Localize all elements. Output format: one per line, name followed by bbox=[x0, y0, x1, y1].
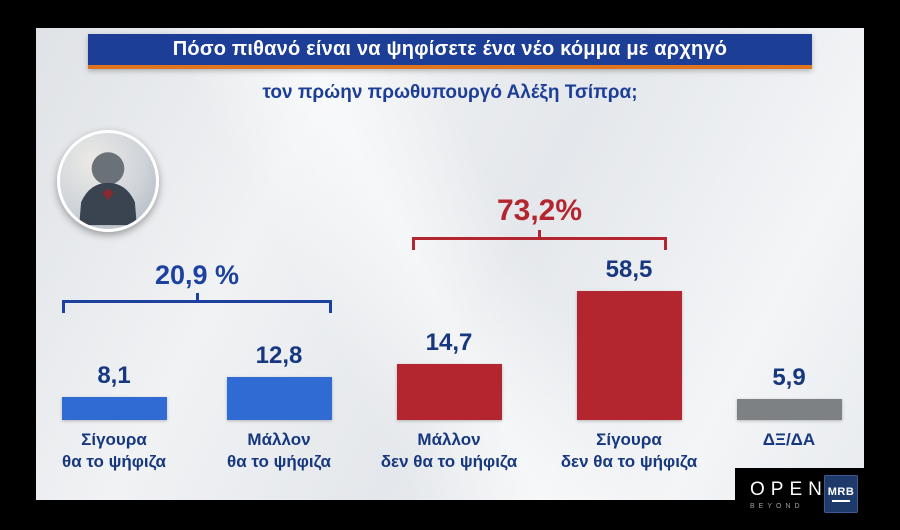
group-unlikely: 73,2% bbox=[412, 194, 667, 252]
category-label-2: Μάλλον θα το ψήφιζα bbox=[194, 429, 364, 473]
bar-value-label: 58,5 bbox=[605, 256, 653, 283]
bar-dxda bbox=[736, 399, 842, 420]
mrb-logo-text: MRB bbox=[827, 486, 855, 498]
page-title: Πόσο πιθανό είναι να ψηφίσετε ένα νέο κό… bbox=[172, 38, 728, 60]
category-label-4: Σίγουρα δεν θα το ψήφιζα bbox=[544, 429, 714, 473]
group-bracket-unlikely bbox=[412, 230, 667, 252]
group-percentage-likely: 20,9 % bbox=[154, 260, 240, 290]
bar-value-label: 14,7 bbox=[425, 329, 473, 356]
bar-sigoura-tha bbox=[61, 397, 167, 420]
header-bar: Πόσο πιθανό είναι να ψηφίσετε ένα νέο κό… bbox=[88, 34, 812, 69]
bar-column-4: 58,5 bbox=[544, 256, 714, 420]
bar-value-label: 8,1 bbox=[97, 362, 131, 389]
group-percentage-unlikely: 73,2% bbox=[496, 194, 583, 227]
bar-column-5: 5,9 bbox=[704, 364, 874, 420]
bracket-stem bbox=[538, 230, 541, 240]
open-logo-beyond-text: BEYOND bbox=[750, 503, 804, 510]
person-icon bbox=[79, 152, 137, 226]
category-line2: δεν θα το ψήφιζα bbox=[380, 452, 518, 472]
category-line1: Μάλλον bbox=[417, 430, 481, 449]
letterbox-bottom bbox=[0, 500, 900, 530]
bar-column-3: 14,7 bbox=[364, 329, 534, 420]
bracket-stem bbox=[195, 293, 199, 303]
bar-mallon-den bbox=[396, 364, 502, 420]
category-label-5: ΔΞ/ΔΑ bbox=[704, 429, 874, 451]
category-line2: θα το ψήφιζα bbox=[62, 452, 166, 472]
bar-mallon-tha bbox=[226, 377, 332, 420]
category-line2: θα το ψήφιζα bbox=[227, 452, 331, 472]
mrb-agency-logo: MRB bbox=[824, 475, 858, 513]
tsipras-photo bbox=[57, 130, 159, 232]
bar-column-2: 12,8 bbox=[194, 342, 364, 420]
bar-value-label: 5,9 bbox=[772, 364, 806, 391]
bar-sigoura-den bbox=[576, 291, 682, 420]
category-label-1: Σίγουρα θα το ψήφιζα bbox=[29, 429, 199, 473]
bar-value-label: 12,8 bbox=[255, 342, 303, 369]
mrb-logo-rule bbox=[832, 500, 850, 502]
category-label-3: Μάλλον δεν θα το ψήφιζα bbox=[364, 429, 534, 473]
group-bracket-likely bbox=[62, 293, 332, 315]
category-line1: Μάλλον bbox=[247, 430, 311, 449]
page-subtitle: τον πρώην πρωθυπουργό Αλέξη Τσίπρα; bbox=[262, 82, 638, 103]
open-logo-text: OPEN bbox=[750, 479, 828, 500]
category-line1: ΔΞ/ΔΑ bbox=[762, 430, 816, 449]
category-line1: Σίγουρα bbox=[596, 430, 662, 449]
category-line2: δεν θα το ψήφιζα bbox=[560, 452, 698, 472]
bar-column-1: 8,1 bbox=[29, 362, 199, 420]
open-channel-logo: OPEN BEYOND bbox=[750, 479, 828, 510]
category-line1: Σίγουρα bbox=[81, 430, 147, 449]
group-likely: 20,9 % bbox=[62, 260, 332, 315]
